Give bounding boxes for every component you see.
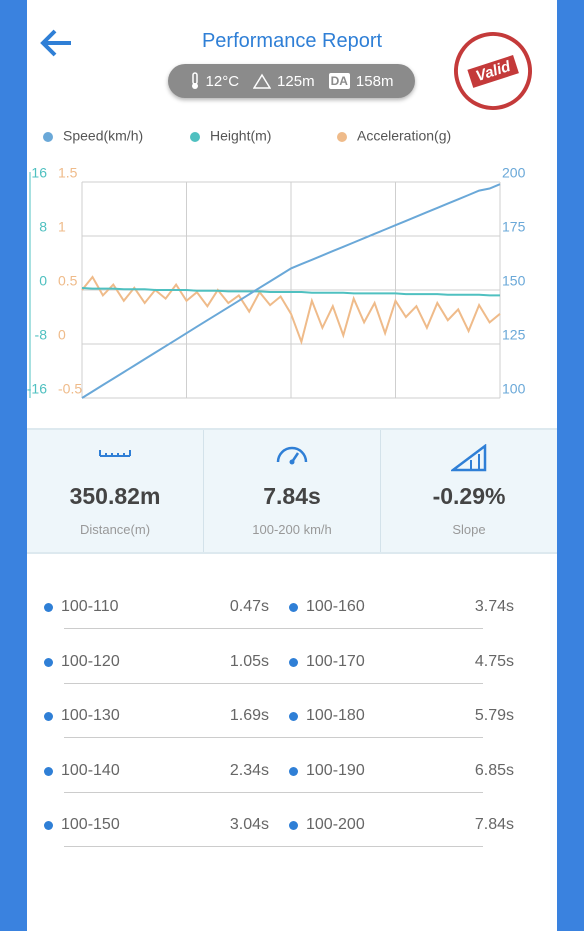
y2-tick-label: 200 (502, 165, 526, 181)
legend-label: Height(m) (210, 128, 271, 144)
series-line (81, 183, 501, 399)
back-button[interactable] (39, 28, 75, 58)
stat-icon (449, 443, 487, 472)
split-range: 100-150 (61, 816, 120, 834)
legend-marker (337, 132, 347, 142)
separator (64, 791, 483, 793)
split-row: 100-140 2.34s 100-190 6.85s (27, 750, 557, 805)
stat-value: -0.29% (432, 483, 506, 509)
stat-label: Distance(m) (79, 522, 151, 537)
split-dot (44, 766, 53, 776)
split-dot (289, 712, 298, 722)
split-range: 100-180 (306, 707, 365, 725)
stat-label: 100-200 km/h (252, 522, 332, 537)
split-dot (44, 657, 53, 667)
split-range: 100-140 (61, 761, 120, 779)
stat-value: 350.82m (69, 483, 161, 509)
y-tick-label: 16 (31, 165, 47, 181)
legend-label: Acceleration(g) (357, 128, 451, 144)
y2-tick-label: 150 (502, 273, 526, 289)
split-dot (289, 821, 298, 831)
y3-tick-label: 1.5 (58, 165, 78, 181)
page: Performance Report 12°C 125m DA 158m Val… (27, 0, 557, 931)
split-dot (289, 603, 298, 612)
stat-icon (99, 450, 131, 457)
split-time: 0.47s (229, 598, 269, 615)
split-dot (44, 712, 53, 722)
stat-cell: 7.84s 100-200 km/h (204, 430, 381, 552)
y-tick-label: 8 (39, 219, 47, 235)
chart: Speed(km/h) Height(m) Acceleration(g) -16 -8… (27, 128, 526, 399)
split-time: 3.04s (229, 816, 269, 834)
split-time: 5.79s (474, 707, 514, 725)
split-dot (44, 821, 53, 831)
stat-label: Slope (452, 522, 486, 537)
temperature: 12°C (205, 72, 240, 90)
legend-marker (43, 132, 53, 142)
y-tick-label: -8 (35, 327, 48, 343)
y3-tick-label: 1 (58, 219, 66, 235)
split-dot (44, 603, 53, 612)
split-range: 100-110 (61, 598, 119, 615)
split-range: 100-160 (306, 598, 365, 615)
stat-cell: -0.29% Slope (381, 430, 557, 552)
y-tick-label: 0 (39, 273, 47, 289)
split-row: 100-130 1.69s 100-180 5.79s (27, 695, 557, 750)
split-row: 100-150 3.04s 100-200 7.84s (27, 804, 557, 859)
split-time: 2.34s (229, 761, 269, 779)
stat-cell: 350.82m Distance(m) (27, 430, 204, 552)
y3-tick-label: 0.5 (58, 273, 78, 289)
split-time: 3.74s (474, 598, 514, 615)
split-time: 1.05s (229, 652, 269, 670)
split-range: 100-120 (61, 652, 120, 670)
y3-tick-label: -0.5 (58, 381, 82, 397)
y-tick-label: -16 (27, 381, 47, 397)
y3-tick-label: 0 (58, 327, 66, 343)
split-dot (289, 657, 298, 667)
separator (64, 628, 483, 629)
stat-value: 7.84s (263, 483, 321, 509)
split-dot (289, 766, 298, 776)
stamp-text: Valid (467, 54, 519, 88)
split-range: 100-130 (61, 707, 120, 725)
split-time: 1.69s (229, 707, 269, 725)
da-badge: DA (328, 73, 350, 89)
stat-icon (276, 446, 308, 465)
split-time: 7.84s (474, 816, 514, 834)
mountain-icon (253, 73, 272, 89)
y2-tick-label: 125 (502, 327, 526, 343)
stats-panel: 350.82m Distance(m) 7.84s 100-200 km/h -0.29… (27, 428, 557, 554)
separator (64, 682, 483, 684)
split-range: 100-190 (306, 761, 365, 779)
split-range: 100-200 (306, 816, 365, 834)
y2-tick-label: 175 (502, 219, 526, 235)
series-line (81, 275, 501, 346)
separator (64, 846, 483, 848)
split-row: 100-110 0.47s 100-160 3.74s (27, 586, 557, 641)
title: Performance Report (201, 30, 383, 52)
series-line (81, 287, 500, 297)
split-time: 6.85s (474, 761, 514, 779)
split-range: 100-170 (306, 652, 365, 670)
density-altitude: 158m (355, 72, 394, 90)
y2-tick-label: 100 (502, 381, 526, 397)
conditions-pill: 12°C 125m DA 158m (168, 64, 415, 98)
altitude: 125m (277, 72, 315, 90)
split-row: 100-120 1.05s 100-170 4.75s (27, 641, 557, 696)
thermometer-icon (191, 72, 198, 89)
legend-label: Speed(km/h) (63, 128, 143, 144)
separator (64, 737, 483, 739)
legend-marker (190, 132, 200, 142)
split-time: 4.75s (474, 652, 514, 670)
